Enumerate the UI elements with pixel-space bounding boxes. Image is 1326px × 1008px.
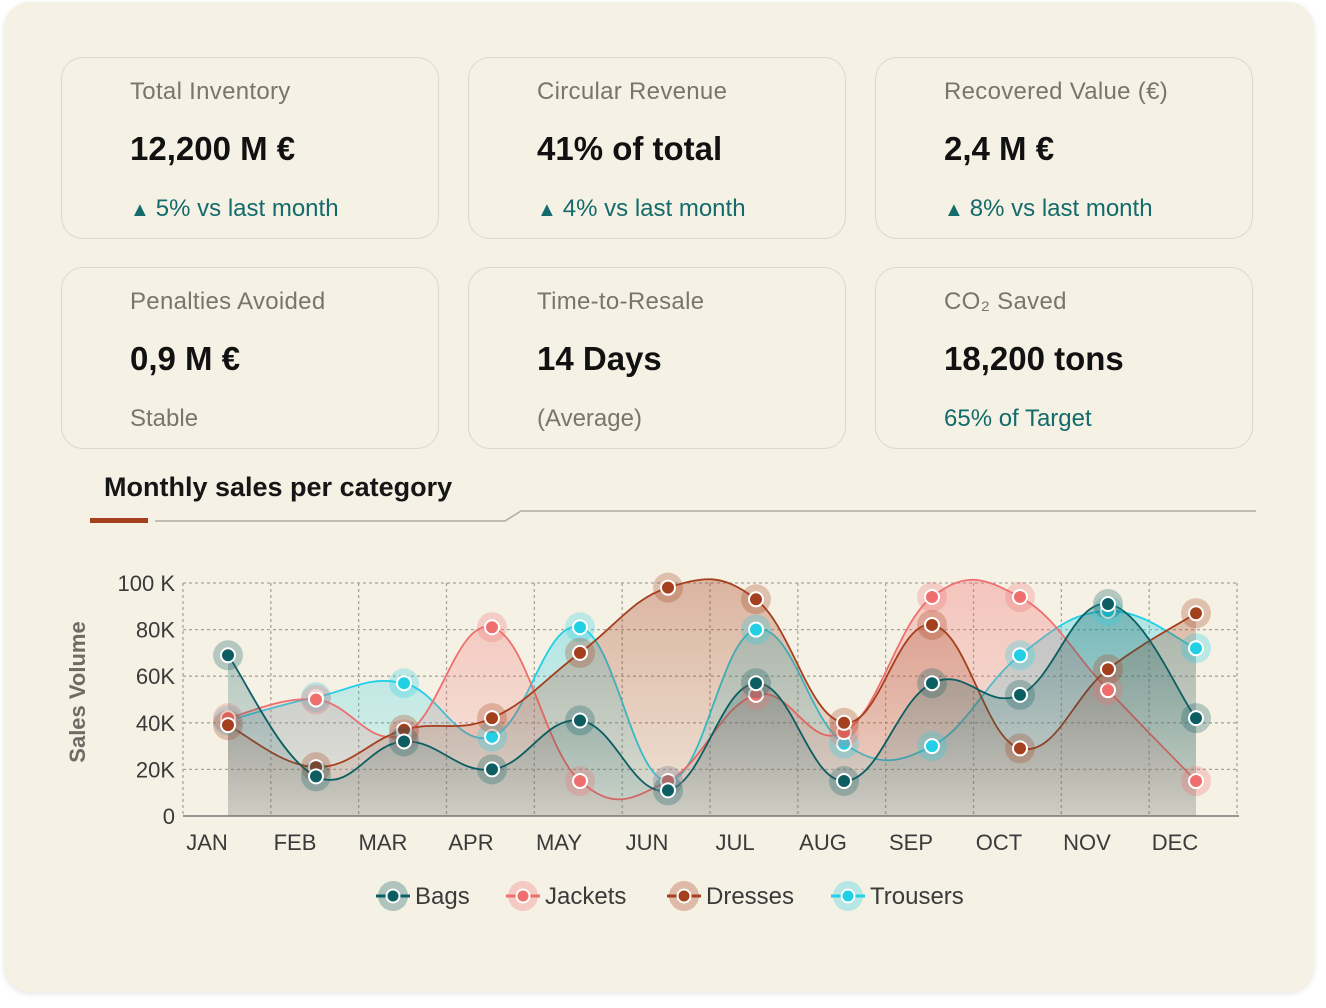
data-point-bags [484, 761, 500, 778]
x-tick-label: NOV [1063, 830, 1111, 855]
kpi-card-time-to-resale[interactable]: Time-to-Resale 14 Days (Average) [468, 267, 846, 449]
data-point-trousers [396, 675, 412, 692]
kpi-value: 2,4 M € [944, 130, 1055, 167]
legend-label-dresses: Dresses [706, 883, 794, 910]
data-point-bags [924, 675, 940, 692]
kpi-delta: Stable [130, 405, 199, 432]
x-tick-label: DEC [1152, 830, 1199, 855]
data-point-dresses [572, 644, 588, 661]
legend-label-trousers: Trousers [870, 883, 964, 910]
chart-section-title: Monthly sales per category [104, 472, 453, 502]
x-tick-label: MAR [359, 830, 408, 855]
y-tick-label: 40K [136, 711, 175, 736]
data-point-bags [308, 768, 324, 785]
title-divider-line [155, 510, 1256, 522]
x-tick-label: JUL [715, 830, 754, 855]
x-tick-label: OCT [976, 830, 1022, 855]
data-point-bags [1100, 595, 1116, 612]
data-point-dresses [748, 591, 764, 608]
data-point-jackets [484, 619, 500, 636]
x-tick-label: FEB [274, 830, 317, 855]
data-point-jackets [1100, 682, 1116, 699]
arrow-up-icon: ▲ [537, 199, 557, 221]
area-bags [228, 603, 1196, 816]
x-tick-label: SEP [889, 830, 933, 855]
y-tick-label: 60K [136, 664, 175, 689]
arrow-up-icon: ▲ [130, 199, 150, 221]
kpi-delta: (Average) [537, 405, 642, 432]
data-point-bags [748, 675, 764, 692]
data-point-trousers [1188, 640, 1204, 657]
data-point-jackets [924, 588, 940, 605]
kpi-delta: ▲ 4% vs last month [537, 195, 746, 222]
data-point-dresses [1188, 605, 1204, 622]
data-point-trousers [484, 728, 500, 745]
kpi-value: 41% of total [537, 130, 723, 167]
kpi-value: 18,200 tons [944, 340, 1124, 377]
x-tick-label: AUG [799, 830, 847, 855]
data-point-jackets [572, 773, 588, 790]
data-point-jackets [1188, 773, 1204, 790]
kpi-label: Total Inventory [130, 78, 291, 105]
kpi-label: Circular Revenue [537, 78, 728, 105]
legend-marker-dot [515, 888, 531, 904]
y-tick-label: 20K [136, 757, 175, 782]
kpi-value: 12,200 M € [130, 130, 296, 167]
legend-label-jackets: Jackets [545, 883, 626, 910]
kpi-card-penalties-avoided[interactable]: Penalties Avoided 0,9 M € Stable [61, 267, 439, 449]
kpi-delta: ▲ 8% vs last month [944, 195, 1153, 222]
line-bags [227, 603, 1197, 792]
data-point-dresses [1100, 661, 1116, 678]
kpi-card-recovered-value[interactable]: Recovered Value (€) 2,4 M € ▲ 8% vs last … [875, 57, 1253, 239]
data-point-bags [660, 782, 676, 799]
data-point-bags [1188, 710, 1204, 727]
data-point-trousers [572, 619, 588, 636]
data-point-dresses [836, 714, 852, 731]
kpi-label: CO₂ Saved [944, 288, 1067, 315]
data-point-jackets [1012, 588, 1028, 605]
x-tick-label: JUN [626, 830, 669, 855]
kpi-card-co2-saved[interactable]: CO₂ Saved 18,200 tons 65% of Target [875, 267, 1253, 449]
kpi-value: 0,9 M € [130, 340, 241, 377]
data-point-dresses [484, 710, 500, 727]
data-point-dresses [924, 616, 940, 633]
y-axis-title: Sales Volume [65, 621, 90, 762]
data-point-bags [572, 712, 588, 729]
data-point-bags [1012, 686, 1028, 703]
y-tick-label: 80K [136, 618, 175, 643]
legend-label-bags: Bags [415, 883, 470, 910]
y-tick-label: 100 K [118, 571, 176, 596]
data-point-dresses [660, 579, 676, 596]
data-point-bags [220, 647, 236, 664]
kpi-value: 14 Days [537, 340, 662, 377]
kpi-card-total-inventory[interactable]: Total Inventory 12,200 M € ▲ 5% vs last m… [61, 57, 439, 239]
legend-marker-dot [840, 888, 856, 904]
legend-marker-dot [676, 888, 692, 904]
kpi-label: Time-to-Resale [537, 288, 705, 315]
data-point-trousers [748, 621, 764, 638]
x-tick-label: MAY [536, 830, 582, 855]
data-point-bags [836, 773, 852, 790]
arrow-up-icon: ▲ [944, 199, 964, 221]
kpi-label: Penalties Avoided [130, 288, 326, 315]
data-point-dresses [220, 717, 236, 734]
kpi-card-circular-revenue[interactable]: Circular Revenue 41% of total ▲ 4% vs las… [468, 57, 846, 239]
title-accent-bar [90, 518, 148, 523]
kpi-label: Recovered Value (€) [944, 78, 1169, 105]
y-tick-label: 0 [163, 804, 175, 829]
data-point-dresses [1012, 740, 1028, 757]
x-tick-label: APR [448, 830, 493, 855]
data-point-trousers [1012, 647, 1028, 664]
data-point-bags [396, 733, 412, 750]
legend-marker-dot [385, 888, 401, 904]
x-tick-label: JAN [186, 830, 228, 855]
data-point-jackets [308, 691, 324, 708]
data-point-trousers [924, 738, 940, 755]
kpi-delta: ▲ 5% vs last month [130, 195, 339, 222]
dashboard-panel [4, 2, 1314, 992]
kpi-delta: 65% of Target [944, 405, 1092, 432]
